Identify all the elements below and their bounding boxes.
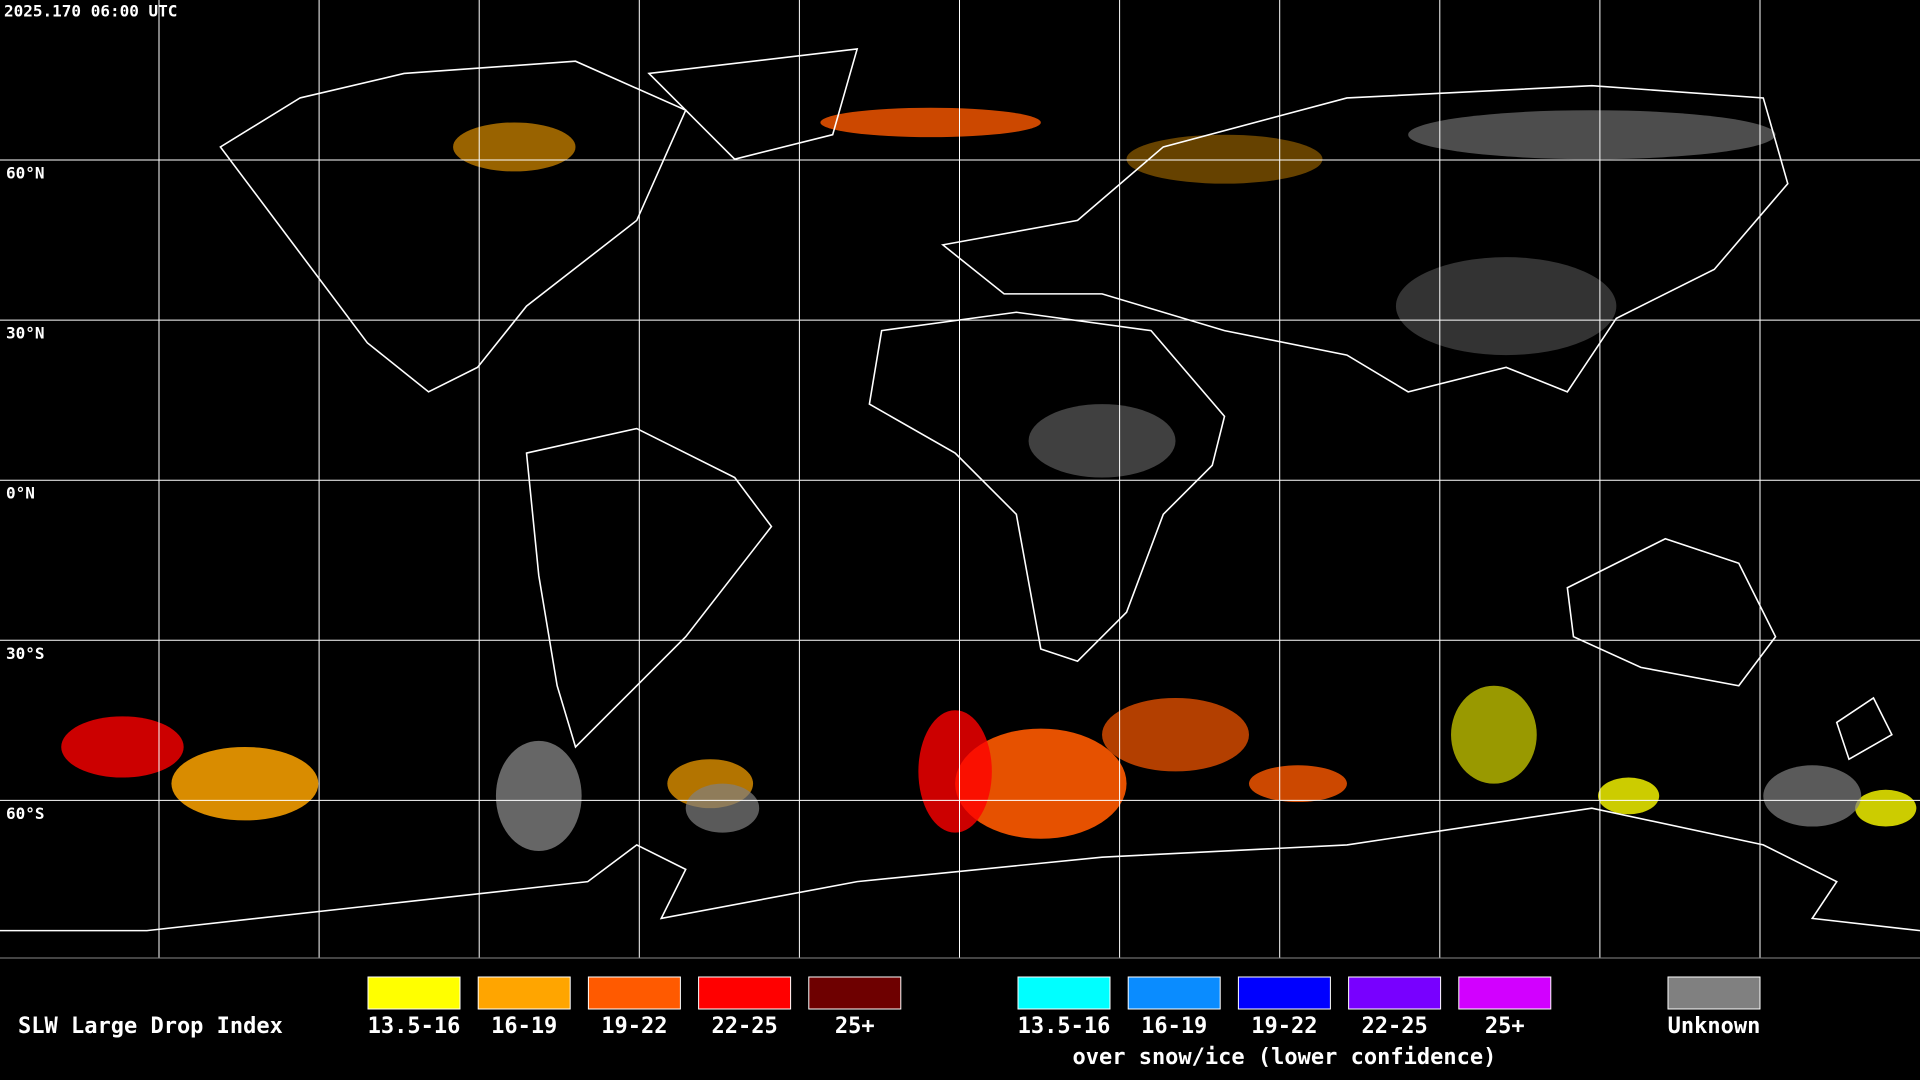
legend-swatch: [587, 976, 681, 1010]
timestamp: 2025.170 06:00 UTC: [4, 2, 177, 21]
graticule: [0, 0, 1920, 958]
latitude-label: 30°N: [6, 324, 45, 343]
latitude-label: 0°N: [6, 484, 35, 503]
legend-label: 25+: [1485, 1014, 1525, 1039]
legend-label: Unknown: [1668, 1014, 1761, 1039]
legend-label: 19-22: [601, 1014, 667, 1039]
coastlines: [0, 48, 1920, 932]
legend-swatch: [477, 976, 571, 1010]
cloud-overlay: [61, 107, 1917, 852]
legend-label: 19-22: [1251, 1014, 1317, 1039]
legend-swatch: [1237, 976, 1331, 1010]
legend-label: 25+: [835, 1014, 875, 1039]
legend-swatch: [1458, 976, 1552, 1010]
legend-swatch: [808, 976, 902, 1010]
legend-swatch: [1667, 976, 1761, 1010]
legend-swatch: [1348, 976, 1442, 1010]
legend-swatch: [1127, 976, 1221, 1010]
legend-swatch: [367, 976, 461, 1010]
legend-title: SLW Large Drop Index: [18, 1014, 283, 1039]
legend-label: 16-19: [491, 1014, 557, 1039]
latitude-label: 60°N: [6, 164, 45, 183]
legend-label: 13.5-16: [1018, 1014, 1111, 1039]
legend-caption: over snow/ice (lower confidence): [1072, 1045, 1496, 1070]
legend-swatch: [1017, 976, 1111, 1010]
latitude-label: 60°S: [6, 804, 45, 823]
legend-label: 22-25: [711, 1014, 777, 1039]
legend-swatch: [698, 976, 792, 1010]
legend-label: 13.5-16: [368, 1014, 461, 1039]
legend-label: 16-19: [1141, 1014, 1207, 1039]
legend-label: 22-25: [1361, 1014, 1427, 1039]
latitude-label: 30°S: [6, 644, 45, 663]
